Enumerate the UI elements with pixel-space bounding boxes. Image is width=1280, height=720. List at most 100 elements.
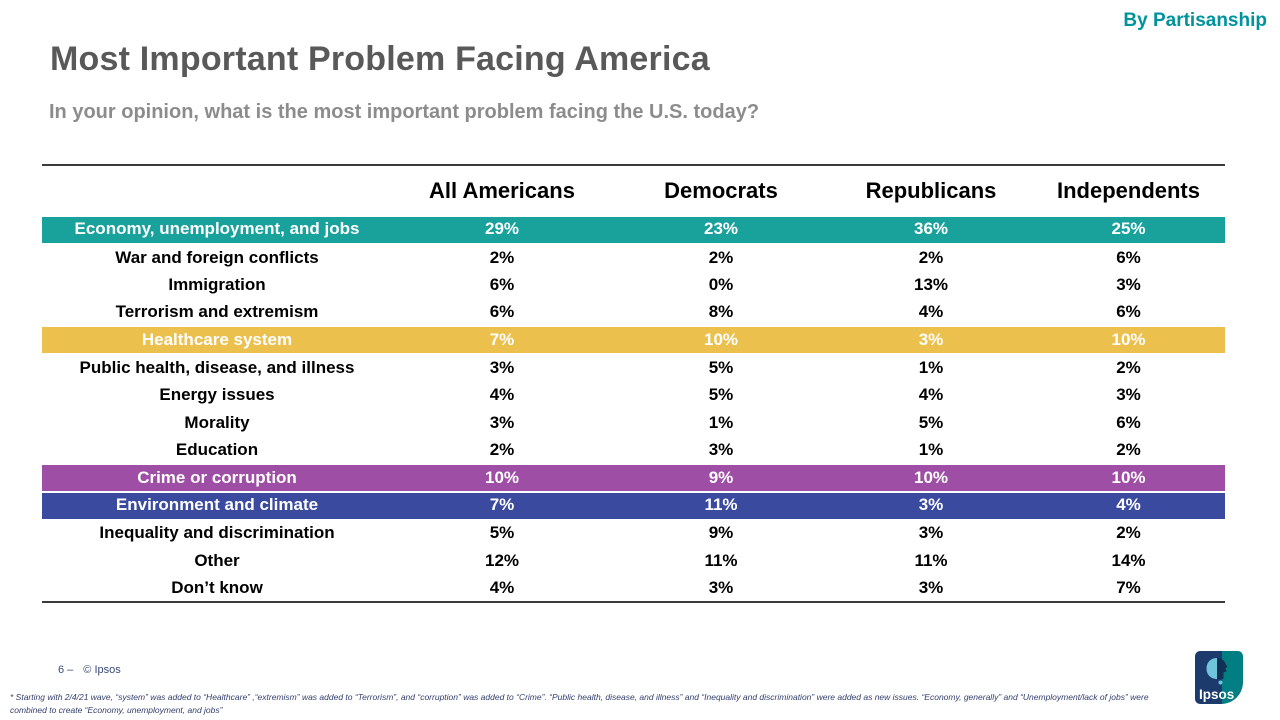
row-value: 10% [484,467,520,487]
row-value: 29% [484,219,520,239]
page-number: 6 – [58,664,74,676]
row-label: Crime or corruption [137,467,297,487]
row-value: 3% [708,439,734,459]
row-label: Terrorism and extremism [115,301,319,321]
footnote: * Starting with 2/4/21 wave, “system” wa… [10,691,1272,717]
table-row: Immigration 6% 0% 13% 3% [42,271,1225,299]
row-value: 6% [1116,412,1141,432]
row-value: 3% [708,577,734,597]
row-label: Immigration [168,274,266,294]
row-value: 7% [1116,577,1141,597]
row-label: Inequality and discrimination [99,523,335,543]
logo-wordmark: Ipsos [1199,687,1234,702]
row-value: 4% [918,301,944,321]
row-value: 3% [918,495,944,515]
table-header-row: All Americans Democrats Republicans Indepen… [42,165,1225,216]
column-header-all-americans: All Americans [429,178,575,203]
row-value: 4% [1116,495,1141,515]
table-row: Economy, unemployment, and jobs 29% 23% 36%… [42,216,1225,244]
row-value: 6% [489,274,515,294]
row-label: Energy issues [159,385,275,405]
by-partisanship-tag: By Partisanship [1123,10,1267,31]
row-value: 1% [918,439,944,459]
page-subtitle: In your opinion, what is the most import… [49,101,760,123]
row-value: 36% [913,219,949,239]
row-value: 23% [703,219,739,239]
row-value: 0% [708,274,734,294]
column-header-independents: Independents [1056,178,1200,203]
row-value: 3% [1116,385,1141,405]
ipsos-logo: Ipsos [1195,651,1243,704]
row-value: 5% [489,523,515,543]
row-value: 5% [708,357,734,377]
row-value: 3% [489,412,515,432]
row-value: 3% [1116,274,1141,294]
row-value: 7% [489,495,515,515]
row-label: Economy, unemployment, and jobs [74,219,360,239]
row-value: 3% [918,329,944,349]
row-label: War and foreign conflicts [115,247,319,267]
row-value: 6% [1116,301,1141,321]
row-value: 13% [913,274,949,294]
column-header-republicans: Republicans [865,178,997,203]
table-row: Terrorism and extremism 6% 8% 4% 6% [42,299,1225,327]
row-label: Public health, disease, and illness [79,357,355,377]
row-value: 25% [1111,219,1146,239]
logo-face-light [1206,658,1217,679]
row-value: 4% [489,577,515,597]
row-value: 5% [918,412,944,432]
row-value: 1% [708,412,734,432]
row-value: 11% [704,495,738,515]
row-value: 7% [489,329,515,349]
footnote-line-1: * Starting with 2/4/21 wave, “system” wa… [10,692,1149,702]
row-label: Healthcare system [141,329,293,349]
table-row: Environment and climate 7% 11% 3% 4% [42,491,1225,520]
copyright-label: © Ipsos [83,664,121,676]
row-label: Morality [184,412,250,432]
results-table-container: All Americans Democrats Republicans Indepen… [42,164,1225,604]
row-value: 8% [708,301,734,321]
table-row: Public health, disease, and illness 3% 5% 1… [42,354,1225,382]
footnote-line-2: combined to create “Economy, unemploymen… [10,704,223,715]
row-value: 4% [918,385,944,405]
row-value: 2% [489,247,515,267]
table-row: Energy issues 4% 5% 4% 3% [42,382,1225,410]
logo-face-dot [1218,680,1223,685]
row-value: 11% [914,550,948,570]
row-value: 4% [489,385,515,405]
table-row: Education 2% 3% 1% 2% [42,437,1225,465]
row-value: 6% [1116,247,1141,267]
row-value: 3% [489,357,515,377]
row-value: 10% [1111,329,1146,349]
row-value: 2% [1116,439,1141,459]
table-body: Economy, unemployment, and jobs 29% 23% 36%… [42,216,1225,602]
row-value: 12% [484,550,520,570]
row-value: 1% [918,357,944,377]
row-value: 10% [703,329,739,349]
row-value: 3% [918,577,944,597]
logo-right-panel [1222,651,1243,704]
table-row: Healthcare system 7% 10% 3% 10% [42,326,1225,354]
row-value: 2% [918,247,944,267]
page-footer-line: 6 – © Ipsos [58,664,121,676]
row-value: 10% [1111,467,1146,487]
table-row: Other 12% 11% 11% 14% [42,547,1225,575]
row-value: 2% [1116,523,1141,543]
row-label: Don’t know [171,577,263,597]
row-label: Education [175,439,259,459]
table-row: War and foreign conflicts 2% 2% 2% 6% [42,244,1225,272]
row-value: 2% [489,439,515,459]
row-value: 9% [708,467,734,487]
column-header-blank [42,165,392,216]
row-value: 3% [918,523,944,543]
logo-face-dark [1217,658,1228,679]
column-header-democrats: Democrats [664,178,778,203]
row-value: 2% [708,247,734,267]
page-title: Most Important Problem Facing America [50,40,710,78]
row-value: 10% [913,467,949,487]
row-label: Environment and climate [115,495,319,515]
row-label: Other [194,550,240,570]
table-row: Inequality and discrimination 5% 9% 3% 2% [42,520,1225,548]
table-row: Morality 3% 1% 5% 6% [42,409,1225,437]
row-value: 9% [708,523,734,543]
